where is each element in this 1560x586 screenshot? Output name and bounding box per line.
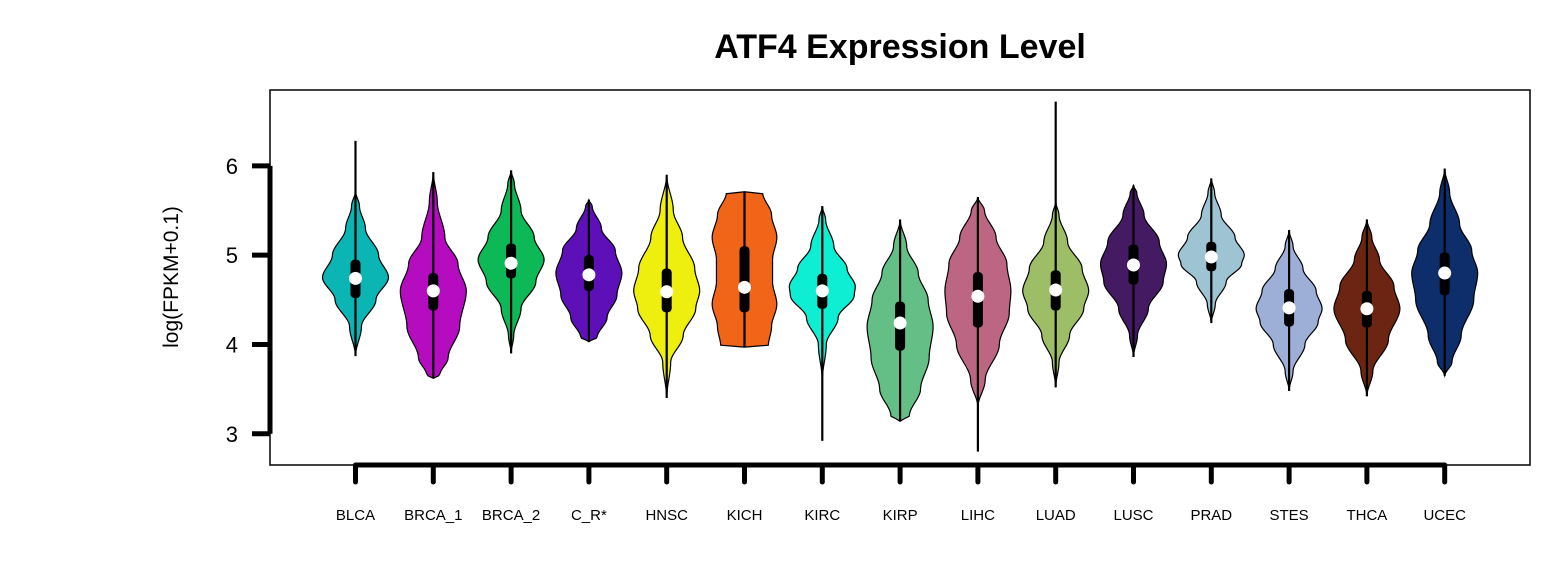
violin-brca-2 xyxy=(477,170,545,354)
x-tick-label: STES xyxy=(1270,507,1309,524)
violin-thca xyxy=(1333,219,1401,397)
x-tick-label: KIRC xyxy=(804,507,840,524)
x-tick-label: BLCA xyxy=(336,507,375,524)
violin-median-point xyxy=(582,268,596,282)
violin-median-point xyxy=(1282,301,1296,315)
x-tick-label: HNSC xyxy=(645,507,688,524)
violin-median-point xyxy=(1127,258,1140,272)
y-tick-label: 3 xyxy=(226,422,238,447)
x-tick-label: LUAD xyxy=(1036,507,1076,524)
violin-blca xyxy=(321,140,390,357)
violin-median-point xyxy=(1049,283,1063,297)
x-tick-label: KIRP xyxy=(883,507,918,524)
y-tick-label: 4 xyxy=(226,332,238,357)
x-tick-label: BRCA_2 xyxy=(482,507,540,524)
x-tick-label: KICH xyxy=(727,507,763,524)
violin-c-r- xyxy=(555,198,623,343)
violin-median-point xyxy=(738,280,751,294)
violin-ucec xyxy=(1411,168,1479,378)
x-tick-label: THCA xyxy=(1346,507,1387,524)
chart-title: ATF4 Expression Level xyxy=(714,28,1086,66)
violin-median-point xyxy=(1204,250,1218,264)
violin-lihc xyxy=(944,196,1012,452)
violin-median-point xyxy=(349,271,362,285)
violin-median-point xyxy=(815,284,829,298)
y-axis-label: log(FPKM+0.1) xyxy=(160,206,183,348)
violin-iqr-box xyxy=(739,246,750,313)
violin-median-point xyxy=(1360,302,1374,316)
violin-median-point xyxy=(893,316,907,330)
y-tick-label: 6 xyxy=(226,154,238,179)
x-tick-label: UCEC xyxy=(1423,507,1466,524)
violin-hnsc xyxy=(633,174,701,399)
violin-median-point xyxy=(971,289,985,303)
x-tick-label: PRAD xyxy=(1190,507,1232,524)
violin-median-point xyxy=(426,284,440,298)
violin-stes xyxy=(1255,230,1323,391)
y-axis: 3 4 5 6 xyxy=(226,154,273,447)
violins xyxy=(321,101,1479,452)
x-tick-label: C_R* xyxy=(571,507,607,524)
x-tick-label: BRCA_1 xyxy=(404,507,462,524)
violin-median-point xyxy=(504,256,518,270)
x-tick-label: LUSC xyxy=(1113,507,1153,524)
violin-kich xyxy=(711,191,778,348)
violin-luad xyxy=(1022,101,1090,388)
violin-lusc xyxy=(1099,183,1168,357)
violin-kirc xyxy=(788,206,856,441)
x-tick-label: LIHC xyxy=(961,507,995,524)
violin-median-point xyxy=(1438,266,1452,280)
violin-median-point xyxy=(660,285,674,299)
violin-prad xyxy=(1177,178,1245,324)
y-tick-label: 5 xyxy=(226,243,238,268)
violin-kirp xyxy=(866,219,934,422)
violin-brca-1 xyxy=(399,172,467,380)
x-axis: BLCA BRCA_1 BRCA_2 C_R* HNSC KICH KIRC KIRP LIHC… xyxy=(336,462,1466,524)
